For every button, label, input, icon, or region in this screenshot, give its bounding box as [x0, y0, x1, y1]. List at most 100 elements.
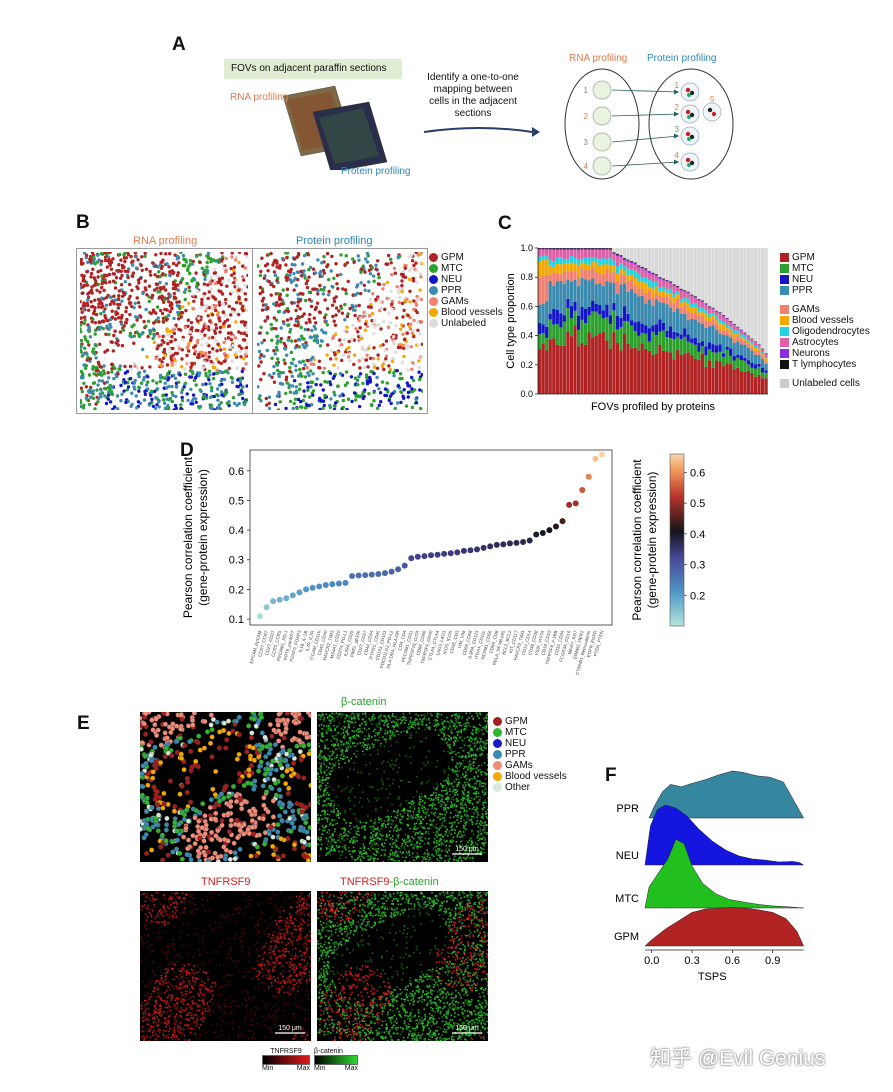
cell-dot: [356, 283, 360, 287]
bar-segment: [736, 330, 740, 334]
cell-dot: [296, 737, 302, 744]
cell-dot: [302, 312, 306, 316]
cell-dot: [306, 751, 311, 757]
cell-dot: [303, 375, 308, 379]
cell-dot: [343, 302, 347, 307]
cell-dot: [147, 284, 152, 288]
cell-dot: [207, 290, 211, 294]
cell-dot: [116, 306, 121, 310]
cell-dot: [262, 338, 266, 342]
cell-dot: [155, 282, 160, 287]
cell-dot: [117, 289, 122, 293]
bar-segment: [584, 257, 588, 264]
bar-segment: [654, 281, 659, 287]
pixel: [441, 835, 444, 838]
pixel: [435, 853, 438, 856]
pixel: [411, 723, 413, 726]
cell-dot: [315, 338, 319, 342]
pixel: [470, 777, 473, 780]
cell-dot: [253, 723, 259, 729]
cell-dot: [382, 367, 386, 372]
cell-dot: [99, 388, 103, 392]
cell-dot: [107, 252, 111, 254]
pixel: [350, 789, 352, 791]
cell-dot: [418, 261, 422, 265]
cell-dot: [184, 260, 188, 264]
bar-segment: [640, 323, 644, 333]
pixel: [466, 736, 469, 738]
bar-segment: [750, 338, 754, 340]
bar-segment: [753, 345, 758, 349]
bar-segment: [647, 271, 651, 272]
cell-dot: [287, 383, 292, 387]
cell-dot: [80, 386, 83, 390]
cell-dot: [237, 402, 241, 406]
cell-dot: [415, 294, 419, 299]
cell-dot: [338, 394, 342, 398]
pixel: [386, 820, 389, 823]
bar-segment: [559, 327, 563, 346]
bar-segment: [683, 291, 687, 298]
panel-b-divider: [252, 248, 253, 414]
pixel: [431, 806, 434, 808]
cell-dot: [333, 393, 337, 397]
pixel: [481, 838, 484, 840]
cell-dot: [143, 392, 148, 397]
cell-dot: [148, 365, 152, 369]
fov-label-box: [224, 59, 402, 79]
pixel: [431, 714, 433, 717]
cell-dot: [356, 394, 360, 398]
pixel: [430, 713, 432, 715]
cell-dot: [140, 784, 146, 790]
cell-dot: [116, 297, 121, 302]
cell-dot: [149, 393, 153, 397]
bar-segment: [569, 306, 574, 319]
cell-dot: [410, 331, 414, 336]
mapping-text: Identify a one-to-one mapping between ce…: [418, 72, 528, 120]
pixel: [333, 751, 336, 753]
cell-dot: [211, 349, 215, 354]
cell-dot: [97, 362, 101, 366]
pixel: [435, 719, 437, 721]
pixel: [456, 730, 459, 733]
cell-dot: [395, 369, 399, 373]
bar-segment: [658, 295, 662, 303]
point: [460, 547, 467, 554]
pixel: [390, 765, 392, 768]
x-tick-label: CCR5_CCR5: [270, 629, 282, 657]
pixel: [339, 740, 342, 742]
cell-dot: [238, 349, 242, 353]
bar-segment: [566, 279, 570, 299]
cell-dot: [280, 853, 286, 859]
pixel: [486, 731, 488, 733]
bar-segment: [661, 322, 666, 331]
pixel: [327, 758, 329, 761]
cell-dot: [296, 304, 300, 308]
pixel: [325, 777, 328, 779]
rna-cell-2: [592, 106, 612, 126]
pixel: [326, 769, 328, 771]
pixel: [324, 739, 327, 742]
pixel: [468, 760, 471, 763]
cell-dot: [202, 294, 206, 299]
cell-dot: [361, 315, 365, 319]
cell-dot: [86, 292, 90, 296]
legend-label: GPM: [441, 252, 464, 263]
pixel: [403, 848, 406, 851]
pixel: [417, 832, 420, 835]
bar-segment: [548, 249, 552, 260]
pixel: [323, 813, 326, 816]
cell-dot: [375, 406, 380, 410]
cell-dot: [150, 296, 154, 300]
cell-dot: [199, 389, 203, 393]
protein-dot: [687, 115, 691, 119]
cell-dot: [323, 315, 327, 320]
cell-dot: [376, 272, 381, 276]
cell-dot: [366, 254, 370, 258]
bar-segment: [750, 342, 754, 345]
cell-dot: [209, 287, 214, 291]
pixel: [448, 832, 451, 834]
cell-dot: [93, 332, 97, 336]
bar-segment: [584, 308, 588, 323]
cell-dot: [89, 288, 94, 292]
